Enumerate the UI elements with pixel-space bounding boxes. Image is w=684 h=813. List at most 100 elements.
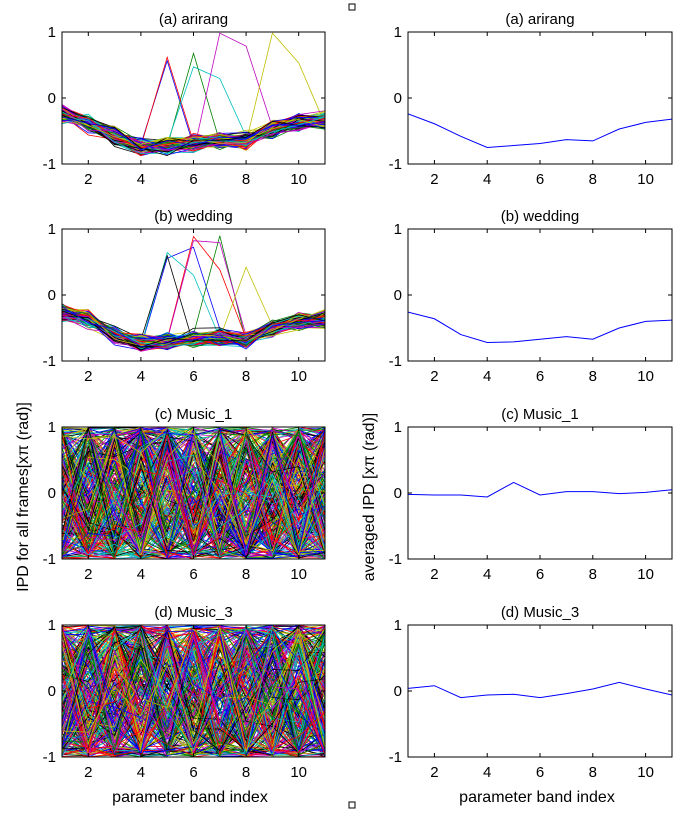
frame-line	[62, 427, 325, 552]
frame-line	[62, 431, 325, 559]
frame-line	[62, 626, 325, 752]
frame-line	[62, 116, 325, 155]
y-tick-label: 1	[394, 419, 402, 436]
left-ylabel: IPD for all frames[xπ (rad)]	[15, 402, 32, 592]
y-tick-label: -1	[43, 156, 56, 173]
x-tick-label: 10	[290, 566, 307, 583]
y-tick-label: 0	[394, 90, 402, 107]
x-tick-label: 2	[84, 566, 92, 583]
averaged-line	[408, 311, 672, 344]
frame-line	[62, 429, 325, 537]
series-group	[62, 235, 325, 352]
x-tick-label: 2	[84, 368, 92, 385]
x-tick-label: 10	[637, 368, 654, 385]
frame-line	[62, 629, 325, 748]
y-tick-label: 1	[48, 617, 56, 634]
panel-title: (b) wedding	[501, 208, 579, 225]
x-tick-label: 6	[189, 368, 197, 385]
y-tick-label: 1	[394, 24, 402, 41]
frame-line	[62, 110, 325, 153]
y-tick-label: -1	[389, 353, 402, 370]
x-tick-label: 8	[589, 566, 597, 583]
y-tick-label: -1	[43, 551, 56, 568]
frame-line	[62, 427, 325, 559]
x-tick-label: 6	[536, 171, 544, 188]
frame-line	[62, 429, 325, 559]
x-tick-label: 10	[290, 171, 307, 188]
frame-line	[62, 117, 325, 156]
x-tick-label: 6	[189, 566, 197, 583]
series-group	[408, 311, 672, 344]
frame-line	[62, 639, 325, 755]
y-tick-label: 0	[48, 683, 56, 700]
x-tick-label: 8	[242, 368, 250, 385]
frame-line	[62, 625, 325, 756]
x-tick-label: 8	[589, 368, 597, 385]
frame-line	[62, 454, 325, 558]
right-xlabel: parameter band index	[459, 789, 615, 806]
y-tick-label: 0	[394, 485, 402, 502]
x-tick-label: 8	[242, 566, 250, 583]
y-tick-label: 1	[394, 617, 402, 634]
frame-line	[62, 630, 325, 753]
frame-line	[62, 625, 325, 757]
frame-line	[62, 627, 325, 757]
y-tick-label: 0	[48, 90, 56, 107]
frame-line	[62, 432, 325, 559]
frame-line	[62, 427, 325, 557]
series-group	[62, 32, 325, 157]
marker-square-bottom	[348, 801, 356, 809]
frame-line	[62, 441, 325, 557]
frame-line	[62, 625, 325, 746]
frame-line	[62, 627, 325, 746]
y-tick-label: -1	[389, 551, 402, 568]
frame-line	[62, 114, 325, 149]
x-tick-label: 4	[137, 566, 145, 583]
frame-line	[62, 625, 325, 755]
panel-title: (c) Music_1	[155, 406, 233, 423]
panel-title: (b) wedding	[154, 208, 232, 225]
series-group	[62, 625, 325, 757]
y-tick-label: 1	[48, 419, 56, 436]
frame-line	[62, 629, 325, 756]
y-tick-label: 1	[48, 221, 56, 238]
frame-line	[62, 628, 325, 751]
frame-line	[62, 630, 325, 757]
frame-line	[62, 428, 325, 554]
x-tick-label: 4	[137, 764, 145, 781]
y-tick-label: 1	[394, 221, 402, 238]
series-group	[408, 681, 672, 699]
frame-line	[62, 108, 325, 151]
frame-line	[62, 633, 325, 756]
axes-box	[407, 624, 673, 758]
averaged-line	[408, 681, 672, 699]
frame-line	[62, 628, 325, 757]
x-tick-label: 8	[589, 171, 597, 188]
x-tick-label: 6	[189, 171, 197, 188]
frame-line	[62, 315, 325, 352]
frame-line	[62, 427, 325, 558]
x-tick-label: 2	[430, 566, 438, 583]
x-tick-label: 2	[430, 368, 438, 385]
frame-line	[62, 428, 325, 559]
x-tick-label: 8	[242, 764, 250, 781]
x-tick-label: 10	[290, 368, 307, 385]
y-tick-label: 0	[48, 287, 56, 304]
right-ylabel: averaged IPD [xπ (rad)]	[361, 413, 378, 581]
frame-line	[62, 628, 325, 757]
frame-line	[62, 428, 325, 556]
x-tick-label: 4	[137, 368, 145, 385]
y-tick-label: 1	[48, 24, 56, 41]
x-tick-label: 10	[637, 764, 654, 781]
x-tick-label: 4	[137, 171, 145, 188]
x-tick-label: 6	[536, 566, 544, 583]
axes-box	[407, 228, 673, 362]
x-tick-label: 8	[242, 171, 250, 188]
x-tick-label: 2	[84, 764, 92, 781]
frame-line	[62, 629, 325, 754]
